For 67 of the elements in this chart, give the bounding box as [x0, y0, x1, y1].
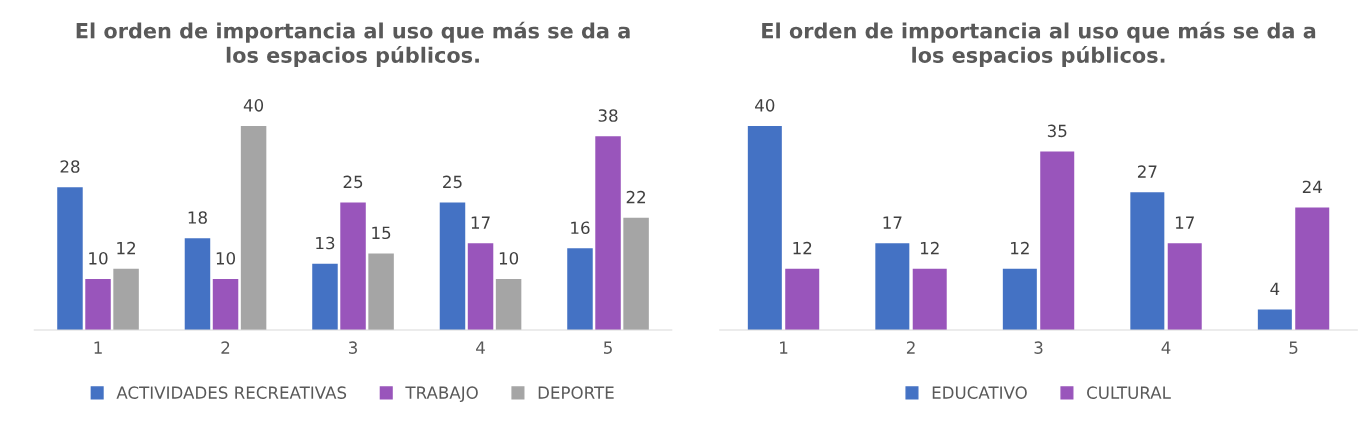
bar [439, 202, 466, 330]
x-tick-label: 2 [221, 341, 230, 354]
bar [785, 268, 820, 330]
data-label: 27 [1137, 165, 1157, 178]
data-label: 28 [60, 160, 80, 173]
x-tick-label: 1 [780, 341, 788, 354]
bar [312, 263, 338, 330]
x-tick-label: 4 [1161, 341, 1171, 354]
bar [495, 278, 522, 330]
data-label: 10 [499, 252, 519, 265]
data-label: 17 [471, 216, 490, 229]
x-tick-label: 4 [476, 341, 485, 354]
chart-title: El orden de importancia al uso que más se da a los espacios públicos. [762, 21, 1316, 67]
data-label: 25 [343, 175, 363, 189]
legend-label: TRABAJO [405, 386, 478, 403]
data-label: 38 [598, 109, 618, 122]
legend-label: CULTURAL [1087, 386, 1171, 399]
data-label: 18 [188, 211, 207, 224]
data-label: 12 [793, 241, 812, 255]
data-label: 17 [883, 216, 902, 229]
data-label: 40 [243, 99, 264, 112]
data-label: 12 [920, 241, 939, 255]
chart-title: El orden de importancia al uso que más se da a los espacios públicos. [76, 21, 630, 67]
bar [567, 248, 593, 330]
bar [875, 243, 910, 330]
bar [184, 238, 211, 330]
data-label: 35 [1047, 124, 1067, 138]
data-label: 40 [755, 99, 775, 112]
bar [85, 278, 111, 330]
bar [113, 268, 139, 330]
bar [1130, 192, 1165, 330]
legend-label: ACTIVIDADES RECREATIVAS [116, 386, 347, 399]
bar [57, 187, 83, 330]
data-label: 24 [1302, 180, 1322, 193]
x-tick-label: 5 [1289, 341, 1298, 354]
bar [368, 253, 394, 330]
data-label: 22 [626, 190, 646, 204]
x-tick-label: 1 [94, 341, 102, 354]
bar [240, 125, 267, 330]
bar [1295, 207, 1330, 330]
data-label: 16 [571, 221, 590, 235]
data-label: 13 [316, 236, 335, 250]
x-tick-label: 2 [906, 341, 915, 354]
data-label: 12 [1011, 241, 1029, 255]
legend-label: DEPORTE [538, 386, 614, 399]
bar [467, 243, 494, 330]
data-label: 12 [117, 241, 136, 255]
bar [1040, 151, 1075, 330]
legend-label: EDUCATIVO [932, 386, 1027, 399]
bar [747, 125, 782, 330]
data-label: 4 [1270, 282, 1280, 295]
data-label: 15 [372, 226, 391, 240]
x-tick-label: 3 [1034, 341, 1043, 354]
bar [1167, 243, 1202, 330]
x-tick-label: 3 [349, 341, 357, 354]
x-tick-label: 5 [604, 341, 612, 354]
data-label: 10 [216, 252, 236, 265]
data-label: 10 [89, 252, 108, 265]
bar [340, 202, 366, 330]
bar [1002, 268, 1037, 330]
data-label: 25 [443, 175, 462, 189]
bar [212, 278, 239, 330]
bar [1257, 309, 1292, 330]
bar [595, 136, 621, 330]
bar [912, 268, 947, 330]
bar [623, 217, 649, 330]
data-label: 17 [1175, 216, 1194, 229]
